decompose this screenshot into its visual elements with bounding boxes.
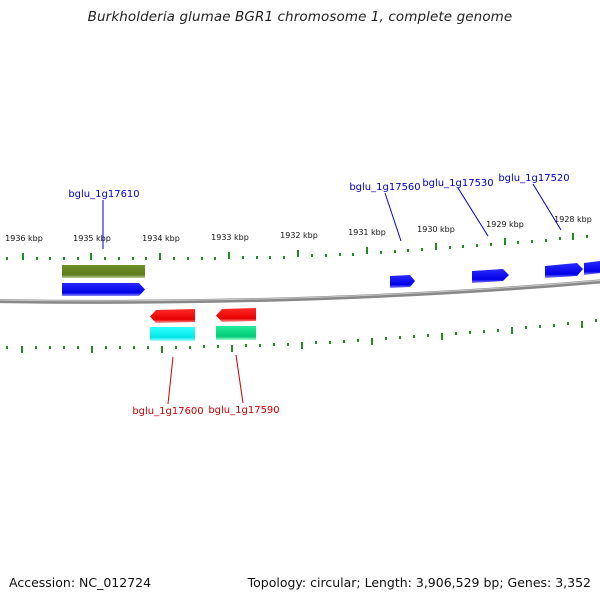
forward-gene-arrow[interactable] (584, 261, 600, 275)
ruler-label: 1932 kbp (280, 231, 318, 240)
ruler-label: 1928 kbp (554, 215, 592, 224)
gene-label[interactable]: bglu_1g17600 (132, 406, 203, 417)
forward-label-leaders (102, 183, 562, 249)
outer-tick-ring (6, 233, 588, 260)
forward-gene-arrow[interactable] (62, 283, 145, 296)
ruler-label: 1936 kbp (5, 234, 43, 243)
forward-strand-features (62, 261, 600, 296)
ruler-label: 1929 kbp (486, 220, 524, 229)
inner-tick-ring (6, 319, 597, 353)
gene-label[interactable]: bglu_1g17560 (349, 182, 420, 193)
ruler-label: 1934 kbp (142, 234, 180, 243)
ruler-label: 1933 kbp (211, 233, 249, 242)
reverse-gene-arrow[interactable] (216, 308, 256, 322)
green-feature-bar[interactable] (216, 326, 256, 340)
accession-text: Accession: NC_012724 (9, 575, 152, 590)
gene-label[interactable]: bglu_1g17530 (422, 178, 493, 189)
forward-gene-arrow[interactable] (472, 269, 509, 283)
ruler-label: 1930 kbp (417, 225, 455, 234)
chromosome-backbone-highlight (0, 279, 600, 302)
ruler-label: 1935 kbp (73, 234, 111, 243)
chromosome-backbone (0, 279, 600, 304)
cyan-feature-bar[interactable] (150, 327, 195, 341)
reverse-label-leaders (167, 354, 244, 405)
forward-gene-arrow[interactable] (545, 263, 583, 278)
reverse-strand-features (150, 308, 256, 341)
ruler-label: 1931 kbp (348, 228, 386, 237)
gene-label[interactable]: bglu_1g17610 (68, 189, 139, 200)
olive-feature-bar[interactable] (62, 265, 145, 278)
genome-summary-text: Topology: circular; Length: 3,906,529 bp… (247, 575, 591, 590)
reverse-gene-arrow[interactable] (150, 309, 195, 323)
gene-label[interactable]: bglu_1g17520 (498, 173, 569, 184)
gene-label[interactable]: bglu_1g17590 (208, 405, 279, 416)
forward-gene-arrow[interactable] (390, 275, 415, 288)
map-title: Burkholderia glumae BGR1 chromosome 1, c… (87, 9, 513, 25)
